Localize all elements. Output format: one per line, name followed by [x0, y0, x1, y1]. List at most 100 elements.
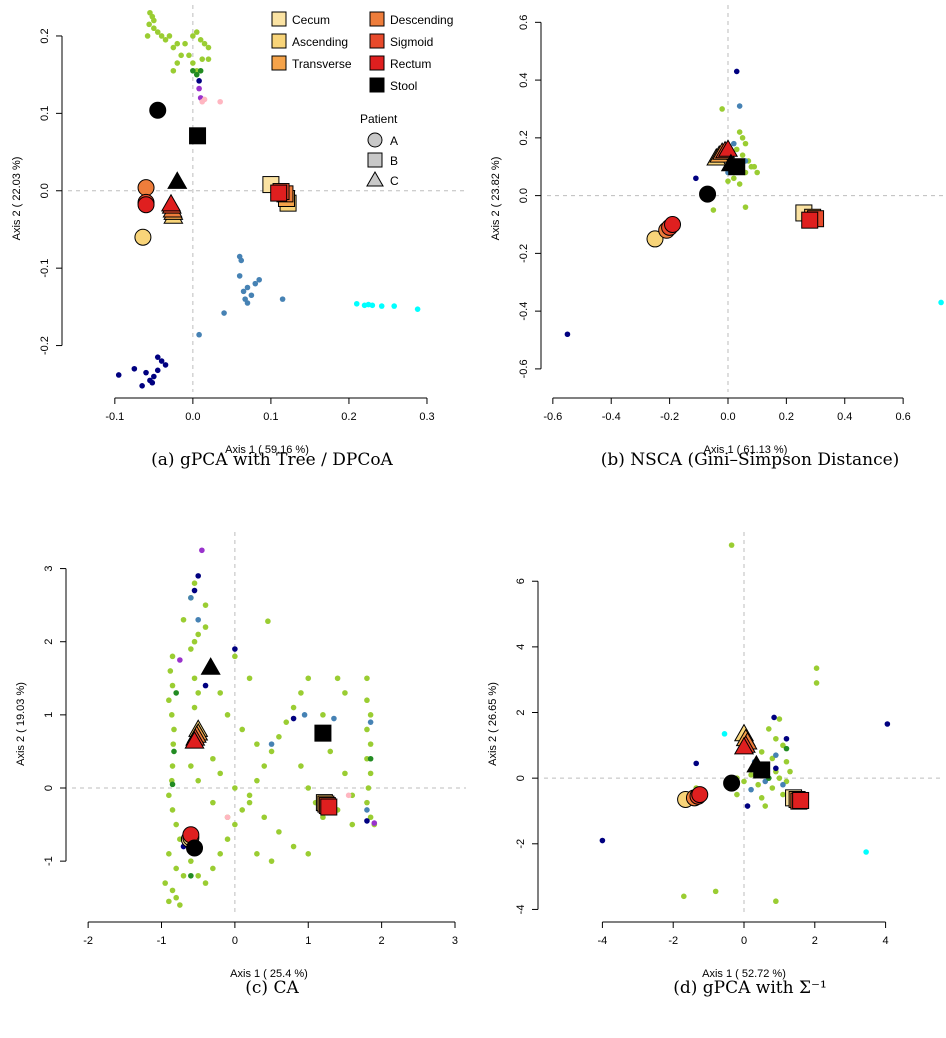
taxon-point: [334, 675, 341, 682]
legend-swatch: [369, 55, 385, 71]
taxon-point: [178, 52, 184, 59]
taxon-point: [734, 791, 740, 798]
taxon-point: [244, 284, 251, 291]
taxon-point: [197, 67, 204, 74]
taxon-point: [201, 40, 208, 47]
taxon-point: [169, 807, 176, 813]
taxon-point: [224, 814, 231, 821]
taxon-point: [693, 760, 700, 767]
panel-caption: (d) gPCA with Σ⁻¹: [673, 978, 827, 998]
taxon-point: [261, 763, 268, 769]
x-tick-label: 0.2: [341, 411, 356, 423]
taxon-point: [787, 768, 793, 775]
taxon-point: [238, 257, 245, 264]
taxon-point: [391, 303, 398, 309]
taxon-point: [367, 814, 374, 821]
y-axis-title: Axis 2 ( 26.65 %): [487, 682, 499, 766]
taxon-point: [217, 770, 224, 777]
taxon-point: [342, 690, 348, 696]
taxon-point: [131, 365, 138, 372]
taxon-point: [169, 653, 176, 660]
panel-d: -4 -2 0 2 4 -4 -2 0 2 4 6 Axis 1 ( 52.72 %) Axis 2 (…: [487, 532, 944, 998]
taxon-point: [195, 872, 201, 879]
taxon-point: [210, 865, 216, 872]
x-tick-label: -2: [83, 935, 93, 947]
x-tick-label: 2: [379, 935, 385, 947]
taxon-point: [938, 299, 944, 306]
taxon-point: [771, 714, 777, 721]
taxon-point: [169, 781, 176, 788]
taxon-point: [353, 300, 360, 307]
taxon-point: [599, 837, 606, 844]
taxon-point: [190, 33, 196, 39]
y-tick-label: 0: [515, 775, 527, 781]
sample-triangle: [184, 730, 205, 749]
taxon-point: [217, 690, 224, 696]
taxon-point: [154, 29, 161, 35]
legend-patient-circle: [367, 132, 383, 148]
taxon-point: [736, 103, 743, 109]
sample-circle: [699, 185, 717, 203]
taxon-point: [191, 580, 198, 586]
taxon-point: [182, 40, 188, 47]
taxon-point: [195, 616, 201, 623]
taxon-point: [195, 631, 201, 638]
legend-patient-label: C: [390, 174, 399, 188]
taxon-point: [195, 573, 201, 579]
taxon-point: [780, 781, 786, 788]
taxon-point: [196, 78, 202, 84]
sample-triangle: [167, 171, 188, 189]
taxon-point: [742, 204, 749, 210]
x-tick-label: -0.4: [602, 411, 621, 423]
legend-label: Cecum: [292, 13, 330, 27]
taxon-point: [166, 697, 172, 704]
taxon-point: [169, 887, 176, 894]
taxon-point: [364, 818, 370, 824]
panel-caption: (b) NSCA (Gini–Simpson Distance): [601, 450, 900, 470]
taxon-point: [174, 60, 181, 66]
taxon-point: [202, 682, 209, 689]
taxon-point: [190, 60, 196, 66]
taxon-point: [739, 152, 746, 158]
taxon-point: [371, 820, 378, 826]
taxon-point: [168, 712, 175, 718]
taxon-point: [564, 331, 571, 338]
taxon-point: [364, 697, 370, 704]
taxon-point: [246, 799, 253, 806]
taxon-point: [367, 719, 374, 725]
taxon-point: [773, 752, 779, 758]
taxon-point: [863, 849, 869, 855]
taxon-point: [283, 719, 290, 725]
taxon-point: [244, 300, 251, 306]
sample-square: [753, 761, 771, 779]
taxon-point: [261, 814, 268, 821]
y-tick-label: -0.4: [518, 302, 530, 321]
y-tick-label: 0.0: [518, 188, 530, 203]
taxon-point: [298, 763, 304, 769]
y-tick-label: 4: [515, 644, 527, 650]
y-tick-label: -1: [43, 856, 55, 866]
taxon-point: [210, 755, 216, 762]
sample-circle: [664, 215, 682, 233]
taxon-point: [199, 547, 205, 554]
x-tick-label: -0.2: [660, 411, 679, 423]
legend-label: Stool: [390, 79, 417, 93]
taxon-point: [174, 40, 181, 47]
taxon-point: [813, 665, 820, 672]
sample-square: [270, 184, 288, 202]
taxon-point: [166, 33, 173, 39]
y-tick-label: -0.2: [518, 244, 530, 263]
taxon-point: [681, 893, 687, 900]
taxon-point: [188, 763, 194, 769]
sample-circle: [691, 786, 709, 804]
taxon-point: [320, 712, 326, 718]
taxon-point: [721, 731, 728, 737]
legend-patient-triangle: [366, 170, 384, 187]
x-tick-label: 0.2: [779, 411, 794, 423]
legend-label: Ascending: [292, 35, 348, 49]
taxon-point: [188, 858, 194, 864]
taxon-point: [236, 273, 243, 279]
taxon-point: [305, 675, 312, 682]
sample-triangle: [733, 736, 755, 755]
